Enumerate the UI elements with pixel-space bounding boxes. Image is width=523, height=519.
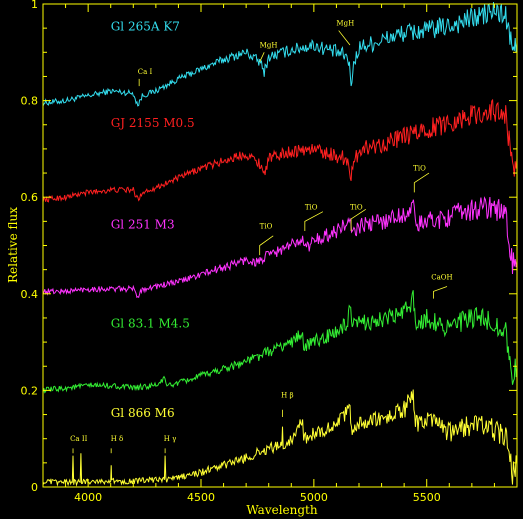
annotation-label-4: TiO xyxy=(305,203,318,211)
annotation-marker-4 xyxy=(304,211,324,232)
series-label-1: GJ 2155 M0.5 xyxy=(111,116,195,130)
annotation-label-8: H β xyxy=(281,392,293,400)
axis-layer: 4000 4500 5000 5500 0 0.2 0.4 0.6 0.8 1 xyxy=(21,0,518,504)
y-tick-label: 0.2 xyxy=(21,384,39,397)
annotation-label-6: TiO xyxy=(413,165,426,173)
y-tick-label: 0.8 xyxy=(21,95,39,108)
series-line-4 xyxy=(42,389,518,487)
series-layer: Gl 265A K7 GJ 2155 M0.5 Gl 251 M3 Gl 83.1 M… xyxy=(42,2,518,487)
annotation-label-7: CaOH xyxy=(431,273,452,281)
y-tick-label: 0.4 xyxy=(21,288,39,301)
y-tick-label: 0.6 xyxy=(21,191,39,204)
annotation-label-2: MgH xyxy=(336,20,354,28)
annotation-marker-5 xyxy=(350,208,366,232)
annotation-marker-2 xyxy=(338,30,351,46)
annotation-label-5: TiO xyxy=(350,203,363,211)
x-tick-label: 4000 xyxy=(74,491,102,504)
x-tick-label: 5500 xyxy=(413,491,441,504)
x-tick-label: 5000 xyxy=(300,491,328,504)
annotation-label-3: TiO xyxy=(260,223,273,231)
annotation-marker-3 xyxy=(259,235,274,256)
series-line-0 xyxy=(42,2,518,107)
y-tick-label: 1 xyxy=(31,0,38,11)
y-tick-label: 0 xyxy=(31,481,38,494)
series-label-2: Gl 251 M3 xyxy=(111,218,175,232)
annotation-layer: Ca I MgH MgH TiO TiO TiO TiO CaOH H β Ca II H δ H γ xyxy=(70,20,453,454)
annotation-marker-1 xyxy=(259,52,265,63)
x-tick-label: 4500 xyxy=(187,491,215,504)
annotation-marker-6 xyxy=(413,172,430,193)
y-axis-title: Relative flux xyxy=(6,207,20,283)
x-axis-title: Wavelength xyxy=(246,503,317,517)
annotation-label-9: Ca II xyxy=(70,435,88,443)
annotation-label-11: H γ xyxy=(164,435,177,443)
annotation-label-10: H δ xyxy=(111,435,124,443)
series-label-0: Gl 265A K7 xyxy=(111,20,180,34)
series-line-2 xyxy=(42,196,518,299)
annotation-marker-7 xyxy=(433,286,448,299)
annotation-label-0: Ca I xyxy=(138,68,153,76)
series-line-3 xyxy=(42,290,518,394)
series-line-1 xyxy=(42,98,518,203)
annotation-label-1: MgH xyxy=(260,41,278,49)
series-label-4: Gl 866 M6 xyxy=(111,406,175,420)
series-label-3: Gl 83.1 M4.5 xyxy=(111,317,190,331)
